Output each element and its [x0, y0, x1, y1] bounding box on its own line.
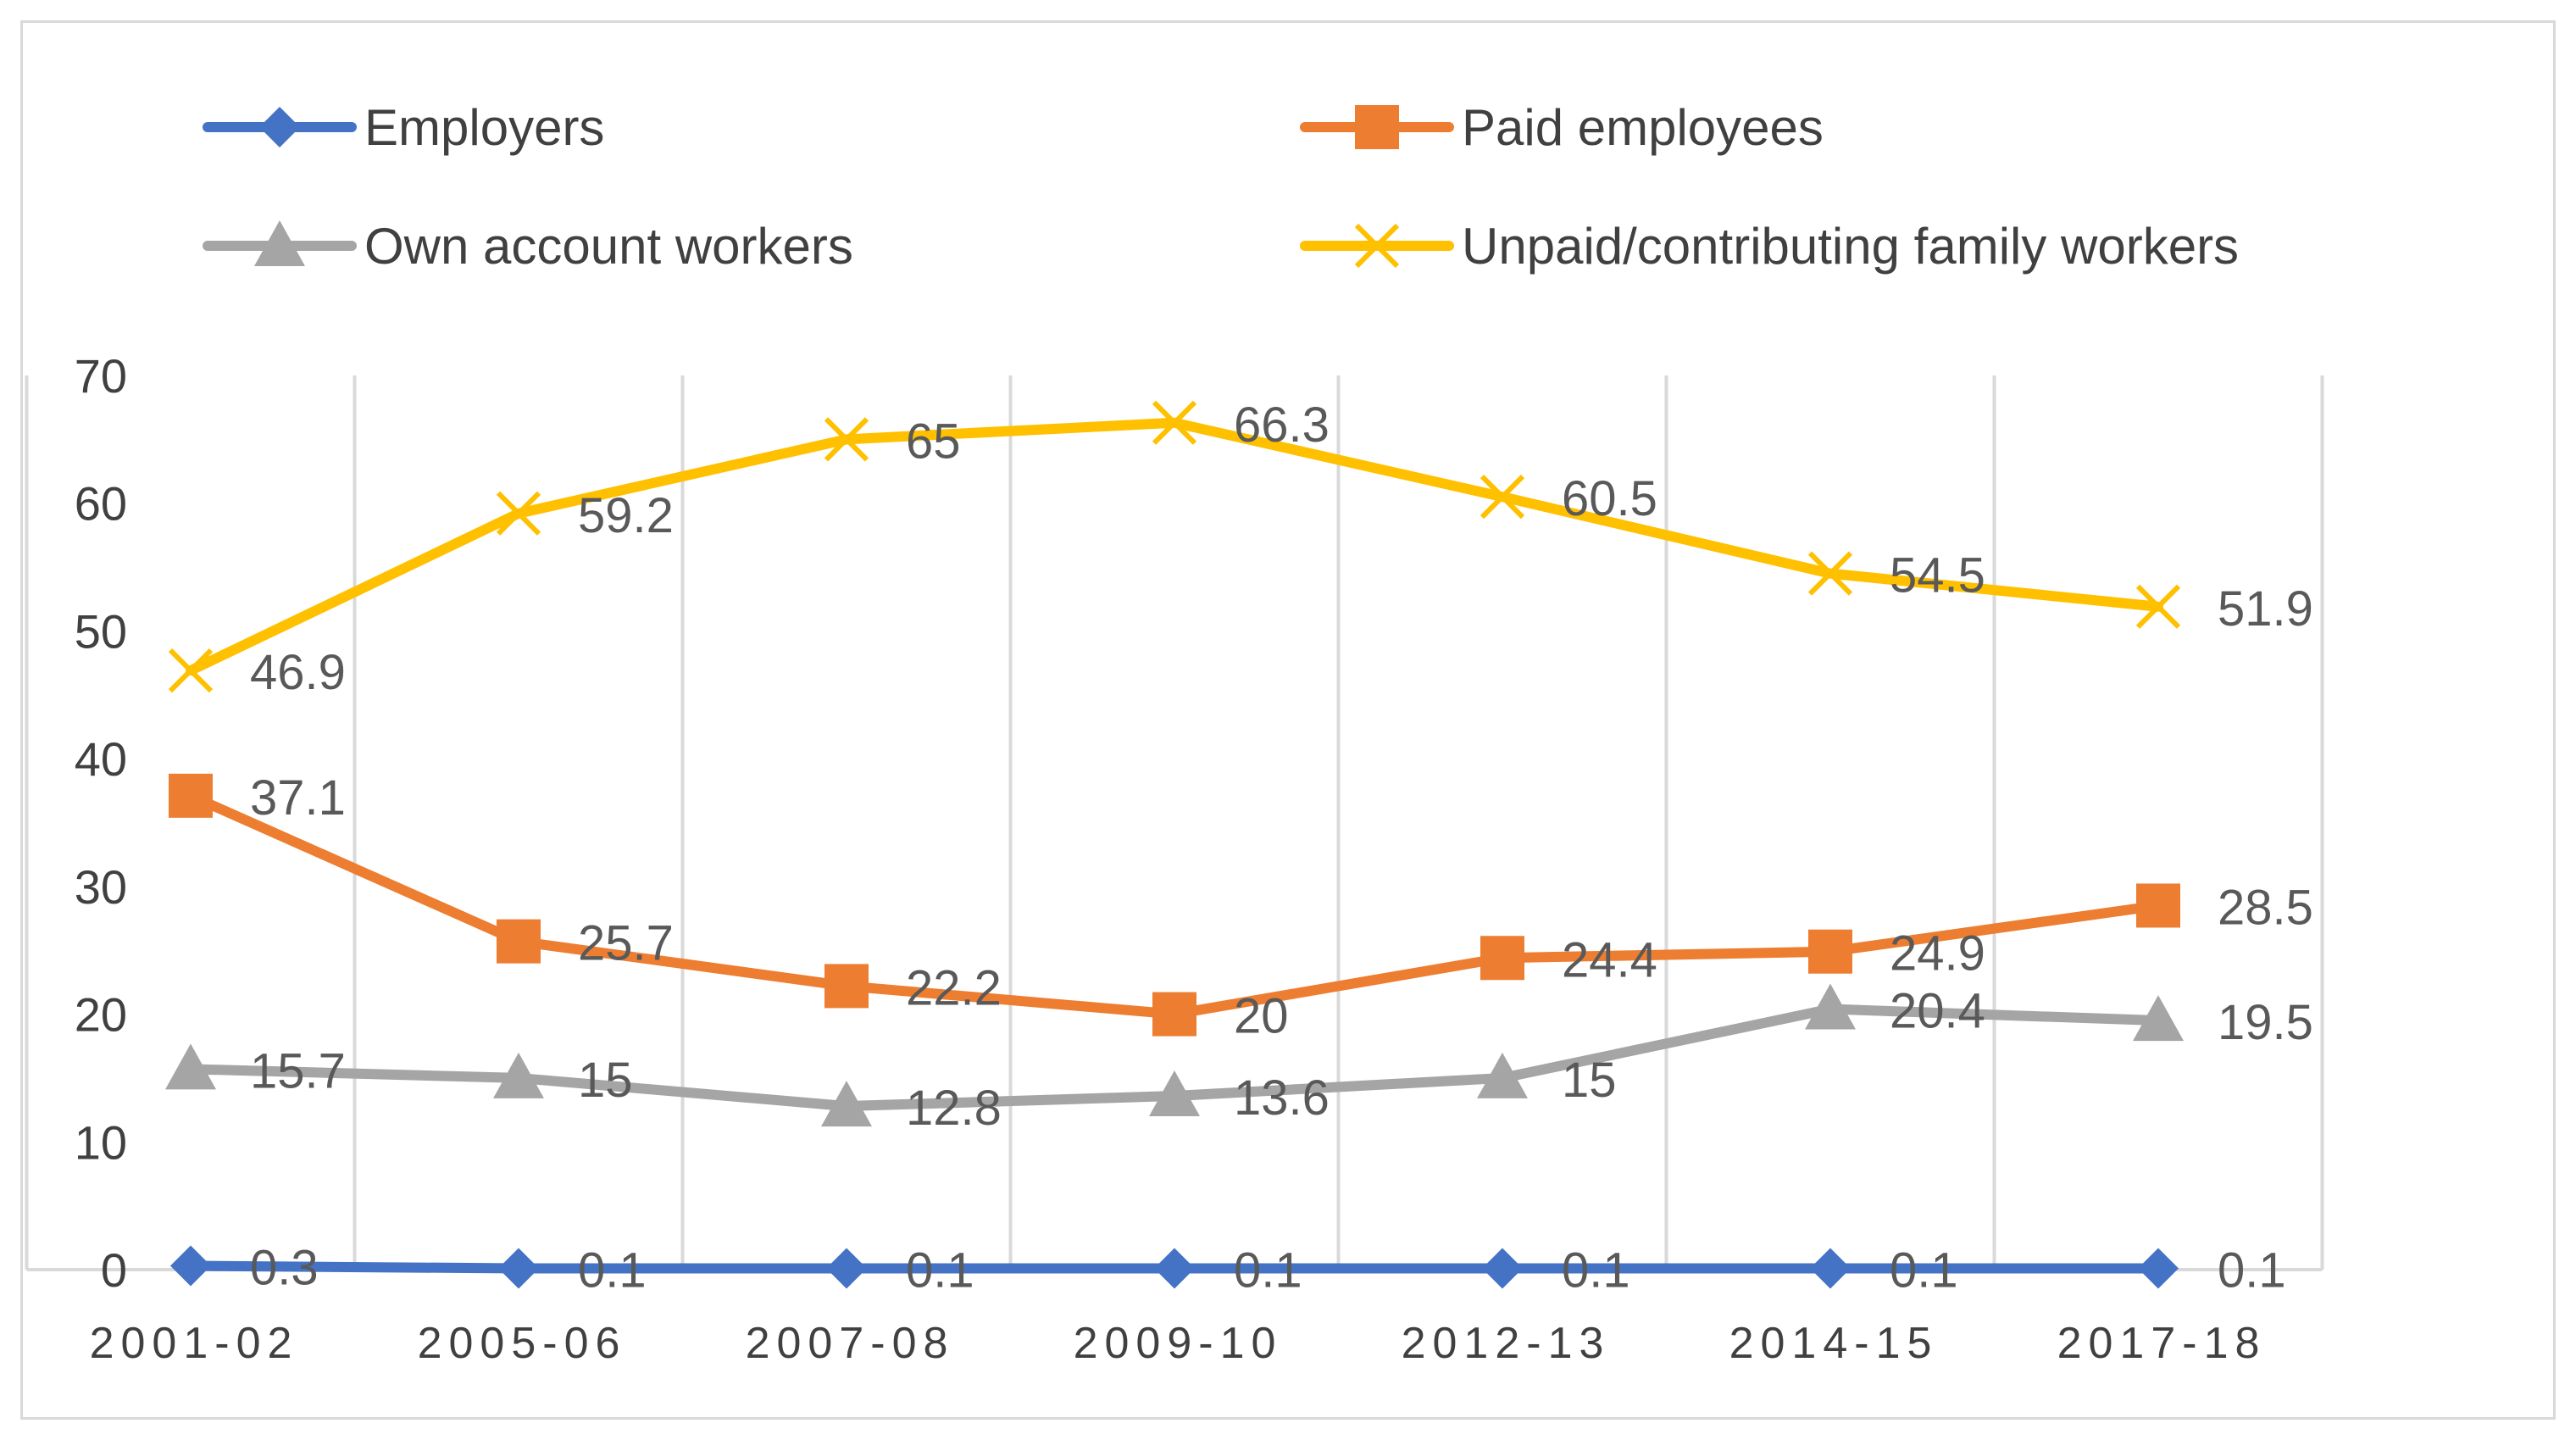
legend-item: Employers: [203, 99, 604, 156]
x-tick-label: 2005-06: [418, 1319, 627, 1368]
y-tick-label: 70: [75, 349, 127, 403]
data-point: [2133, 995, 2184, 1042]
data-point: [1152, 400, 1197, 445]
x-tick-label: 2014-15: [1729, 1319, 1939, 1368]
data-label: 28.5: [2218, 880, 2313, 935]
data-point: [496, 491, 541, 536]
legend-label: Paid employees: [1462, 99, 1824, 156]
data-point: [259, 107, 300, 147]
x-tick-label: 2017-18: [2057, 1319, 2267, 1368]
data-label: 60.5: [1562, 471, 1657, 526]
data-label: 13.6: [1234, 1070, 1330, 1126]
data-point: [824, 417, 869, 462]
y-tick-label: 60: [75, 477, 127, 531]
data-label: 0.3: [250, 1240, 319, 1295]
data-label: 15.7: [250, 1043, 346, 1098]
data-point: [1355, 105, 1399, 149]
data-point: [2136, 883, 2180, 928]
data-label: 0.1: [1562, 1243, 1630, 1298]
x-tick-label: 2012-13: [1402, 1319, 1611, 1368]
series-own-account-workers: [165, 983, 2184, 1127]
series-line: [186, 417, 2163, 676]
data-label: 59.2: [578, 488, 674, 543]
data-label: 66.3: [1234, 398, 1330, 453]
data-point: [1480, 475, 1525, 520]
data-label: 0.1: [2218, 1243, 2286, 1298]
series-paid-employees: [169, 773, 2180, 1037]
data-label: 19.5: [2218, 995, 2313, 1050]
data-point: [821, 1081, 872, 1127]
data-point: [1149, 1070, 1200, 1117]
legend-item: Own account workers: [203, 218, 853, 275]
x-tick-label: 2009-10: [1074, 1319, 1283, 1368]
data-point: [498, 1248, 539, 1289]
data-point: [1354, 223, 1400, 269]
data-point: [165, 1043, 216, 1090]
data-label: 15: [578, 1053, 633, 1108]
data-point: [1810, 1248, 1851, 1289]
data-point: [1807, 551, 1853, 596]
data-label: 0.1: [1234, 1243, 1302, 1298]
y-tick-label: 30: [75, 860, 127, 914]
data-label: 51.9: [2218, 581, 2313, 637]
legend-item: Unpaid/contributing family workers: [1300, 218, 2239, 275]
y-tick-label: 20: [75, 988, 127, 1042]
data-label: 25.7: [578, 916, 674, 971]
data-label: 15: [1562, 1053, 1617, 1108]
data-label: 12.8: [906, 1081, 1002, 1136]
y-tick-label: 10: [75, 1115, 127, 1169]
data-label: 0.1: [906, 1243, 974, 1298]
data-point: [824, 964, 869, 1009]
data-point: [1477, 1052, 1528, 1098]
data-label: 37.1: [250, 770, 346, 826]
data-label: 54.5: [1890, 548, 1985, 603]
data-point: [254, 220, 305, 266]
series-unpaid-contributing-family-workers: [168, 400, 2181, 693]
y-tick-label: 0: [101, 1243, 127, 1297]
legend-item: Paid employees: [1300, 99, 1824, 156]
legend-label: Unpaid/contributing family workers: [1462, 218, 2239, 275]
chart-frame: [20, 20, 2556, 1420]
data-point: [1154, 1248, 1195, 1289]
legend-label: Employers: [364, 99, 604, 156]
data-label: 24.9: [1890, 926, 1985, 981]
axes: 0 10 20 30 40 50 60 70 2001-02 2005-06 2007-08 2009…: [26, 349, 2323, 1368]
data-point: [2135, 584, 2181, 629]
x-tick-label: 2007-08: [746, 1319, 955, 1368]
legend-label: Own account workers: [364, 218, 853, 275]
data-point: [1152, 992, 1196, 1037]
series-lines: [165, 400, 2184, 1289]
data-label: 0.1: [578, 1243, 647, 1298]
data-label: 65: [906, 414, 961, 469]
data-label: 22.2: [906, 960, 1002, 1015]
legend: Employers Paid employees Own account worke…: [203, 99, 2239, 275]
data-label: 0.1: [1890, 1243, 1958, 1298]
data-point: [170, 1245, 211, 1287]
data-point: [169, 773, 213, 818]
x-tick-label: 2001-02: [90, 1319, 299, 1368]
data-point: [2138, 1248, 2179, 1289]
data-label: 20: [1234, 989, 1289, 1044]
data-point: [168, 648, 214, 693]
data-point: [497, 919, 541, 964]
data-point: [1805, 983, 1856, 1030]
data-point: [1482, 1248, 1523, 1289]
data-label: 46.9: [250, 645, 346, 700]
data-labels: 0.3 0.1 0.1 0.1 0.1 0.1 0.1 37.1 25.7 22.2 20 24.4 2…: [250, 398, 2313, 1298]
data-point: [826, 1248, 867, 1289]
y-tick-label: 50: [75, 604, 127, 658]
y-tick-label: 40: [75, 732, 127, 786]
data-label: 20.4: [1890, 984, 1985, 1039]
series-employers: [170, 1245, 2179, 1289]
data-label: 24.4: [1562, 932, 1657, 987]
data-point: [1480, 936, 1524, 981]
series-line: [186, 790, 2163, 1020]
gridlines: [25, 375, 2324, 1270]
data-point: [493, 1052, 544, 1098]
data-point: [1808, 929, 1852, 974]
